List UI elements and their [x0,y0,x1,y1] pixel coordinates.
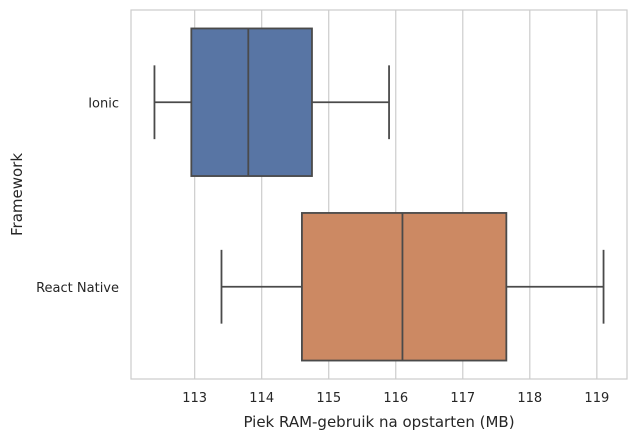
box-series [153,27,605,362]
x-tick-119: 119 [584,391,609,406]
y-tick-react-native: React Native [36,281,119,296]
x-tick-114: 114 [249,391,274,406]
y-tick-ionic: Ionic [88,96,119,111]
ionic-box [190,27,313,177]
x-tick-115: 115 [316,391,341,406]
plot-frame [130,9,628,380]
x-axis-label: Piek RAM-gebruik na opstarten (MB) [243,413,514,431]
y-axis-label: Framework [8,153,26,236]
x-tick-labels: 113 114 115 116 117 118 119 [182,391,609,406]
x-tick-116: 116 [383,391,408,406]
x-tick-113: 113 [182,391,207,406]
y-tick-labels: Ionic React Native [36,96,119,296]
x-tick-117: 117 [450,391,475,406]
react-native-box [301,212,508,362]
x-tick-118: 118 [517,391,542,406]
